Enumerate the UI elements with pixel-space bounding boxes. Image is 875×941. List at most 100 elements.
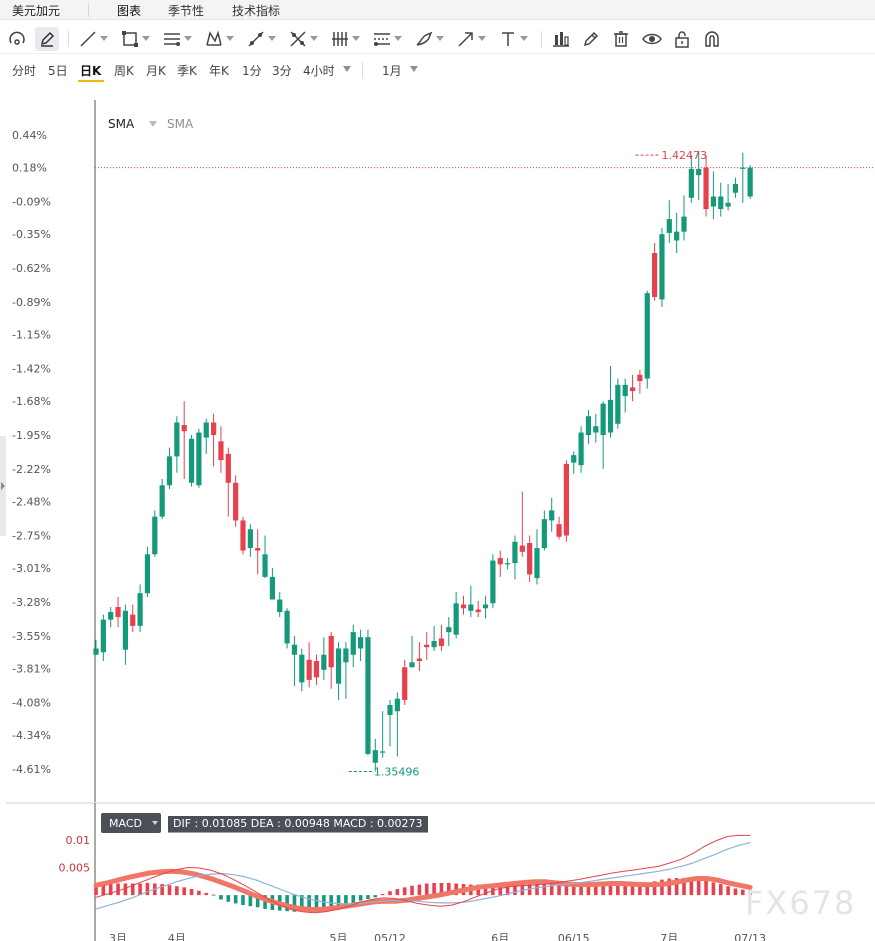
macd-histogram-bar <box>645 882 650 896</box>
candle-style-icon[interactable] <box>551 27 571 51</box>
gann-icon[interactable] <box>288 27 318 51</box>
candle-body <box>703 167 709 210</box>
rectangle-icon[interactable] <box>120 27 150 51</box>
tab-seasonality[interactable]: 季节性 <box>168 4 205 18</box>
y-tick-label: -4.08% <box>12 696 51 709</box>
x-tick-label: 5月 <box>330 932 348 941</box>
candle-body <box>188 438 195 483</box>
candle-body <box>718 196 724 210</box>
tab-chart[interactable]: 图表 <box>102 0 156 22</box>
candle-body <box>747 167 753 197</box>
magnet-icon[interactable] <box>702 27 722 51</box>
period-separator <box>362 62 363 78</box>
macd-histogram-bar <box>704 880 708 896</box>
macd-histogram-bar <box>329 895 333 907</box>
candle-body <box>343 648 349 663</box>
macd-histogram-bar <box>402 887 407 896</box>
candle-body <box>446 627 452 633</box>
candle-body <box>527 543 533 575</box>
candle-body <box>358 637 364 649</box>
candle-body <box>211 422 217 436</box>
trend-line-icon[interactable] <box>78 27 108 51</box>
eye-icon[interactable] <box>641 27 663 51</box>
undo-circle-icon[interactable] <box>7 27 27 51</box>
tab-indicators[interactable]: 技术指标 <box>232 4 281 18</box>
macd-histogram-bar <box>160 884 164 896</box>
chevron-right-icon <box>1 482 5 490</box>
macd-histogram-bar <box>108 884 113 896</box>
x-tick-label: 05/12 <box>374 932 406 941</box>
pen-icon[interactable] <box>581 27 601 51</box>
candle-body <box>328 635 334 668</box>
period-weekly[interactable]: 周K <box>114 64 134 78</box>
period-quarterly[interactable]: 季K <box>177 64 197 78</box>
candle-body <box>593 426 599 433</box>
measure-icon[interactable] <box>372 27 402 51</box>
candle-body <box>225 453 231 483</box>
macd-histogram-bar <box>696 879 701 896</box>
macd-histogram-bar <box>417 884 422 896</box>
macd-histogram-bar <box>226 895 231 902</box>
bars-icon[interactable] <box>330 27 360 51</box>
period-5d[interactable]: 5日 <box>48 64 68 78</box>
macd-histogram-bar <box>292 895 297 912</box>
xabcd-pattern-icon[interactable] <box>204 27 234 51</box>
legend-toggle-icon[interactable] <box>149 121 157 127</box>
macd-histogram-bar <box>373 895 378 898</box>
sidebar-collapse-handle[interactable] <box>0 436 6 536</box>
macd-histogram-bar <box>358 895 363 901</box>
period-4h[interactable]: 4小时 <box>303 64 335 78</box>
period-intraday[interactable]: 分时 <box>12 64 37 78</box>
macd-histogram-bar <box>623 884 627 896</box>
macd-histogram-bar <box>116 883 120 896</box>
macd-histogram-bar <box>660 879 664 896</box>
macd-indicator-badge[interactable]: MACD <box>101 813 161 833</box>
candle-body <box>277 599 283 613</box>
candle-body <box>512 541 518 564</box>
fib-ruler-icon[interactable] <box>246 27 276 51</box>
macd-histogram-bar <box>336 895 341 906</box>
candle-body <box>203 422 209 438</box>
period-monthly[interactable]: 月K <box>146 64 166 78</box>
range-select[interactable]: 1月 <box>382 64 402 78</box>
pencil-edit-icon[interactable] <box>35 27 59 51</box>
candle-body <box>615 384 621 424</box>
macd-histogram-bar <box>395 889 400 896</box>
y-tick-label: -0.09% <box>12 196 51 209</box>
candle-body <box>438 638 445 646</box>
candle-body <box>306 659 312 680</box>
candle-body <box>313 661 320 678</box>
candle-body <box>284 610 290 644</box>
parallel-channel-icon[interactable] <box>162 27 192 51</box>
candle-body <box>637 374 643 382</box>
x-tick-label: 4月 <box>168 932 186 941</box>
y-tick-label: -0.62% <box>12 262 51 275</box>
range-chevron-down-icon[interactable] <box>410 66 418 72</box>
lock-icon[interactable] <box>672 27 692 51</box>
macd-histogram-bar <box>197 890 201 896</box>
candle-body <box>696 168 702 176</box>
y-tick-label: -4.34% <box>12 729 51 742</box>
brush-icon[interactable] <box>414 27 444 51</box>
y-tick-label: -2.75% <box>12 529 51 542</box>
candle-body <box>240 520 246 551</box>
chart-canvas[interactable]: 1.42473 1.35496 0.44% 0.18% -0.09% -0.35% -0.… <box>0 100 875 941</box>
candle-body <box>541 519 547 549</box>
candle-body <box>659 234 665 300</box>
candle-body <box>622 384 628 397</box>
period-3min[interactable]: 3分 <box>272 64 292 78</box>
macd-histogram-bar <box>138 883 142 896</box>
candle-body <box>556 524 562 537</box>
macd-histogram-bar <box>248 895 253 907</box>
text-icon[interactable] <box>498 27 528 51</box>
period-more-chevron-icon[interactable] <box>343 66 351 72</box>
period-yearly[interactable]: 年K <box>209 64 229 78</box>
period-daily[interactable]: 日K <box>80 64 102 78</box>
period-1min[interactable]: 1分 <box>242 64 262 78</box>
macd-histogram-bar <box>616 884 620 896</box>
trash-icon[interactable] <box>611 27 631 51</box>
arrow-icon[interactable] <box>456 27 486 51</box>
candle-body <box>233 482 239 521</box>
macd-histogram-bar <box>505 882 510 896</box>
macd-histogram-bar <box>241 895 245 906</box>
